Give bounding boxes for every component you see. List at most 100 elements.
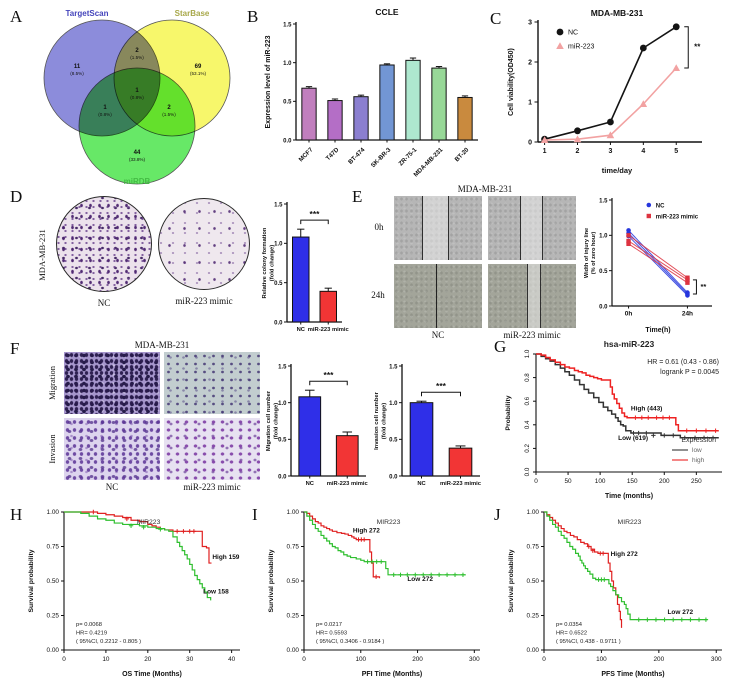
censor-mark <box>374 559 379 564</box>
stat-line: logrank P = 0.0045 <box>660 369 719 376</box>
colony-dish-nc <box>56 196 152 292</box>
significance: ** <box>701 282 707 291</box>
stat-line: HR= 0.5593 <box>316 631 347 637</box>
y-axis-label-1: Width of injury line <box>584 228 590 278</box>
y-tick-label: 0.5 <box>278 438 287 444</box>
x-tick-label: 300 <box>711 656 722 663</box>
venn-pct-starbase-only: (53.1%) <box>190 71 207 76</box>
censor-mark <box>421 572 426 577</box>
y-axis-label: Survival probability <box>508 549 515 612</box>
censor-mark <box>713 428 718 433</box>
marker-circle <box>685 293 690 298</box>
wound-0h-mimic <box>488 196 576 260</box>
y-tick-label: 0.50 <box>527 578 540 585</box>
y-axis-label: Survival probability <box>268 549 275 612</box>
legend-item-high: high <box>692 457 705 464</box>
censor-mark <box>405 572 410 577</box>
sig-bracket <box>421 391 461 397</box>
curve-label-low: Low 272 <box>407 576 433 583</box>
venn-pct-center-all: (0.8%) <box>130 95 144 100</box>
invasion-mimic-image <box>164 418 260 480</box>
sig-bracket <box>684 26 689 69</box>
x-label: BT-20 <box>454 146 471 163</box>
x-tick-label: 100 <box>355 656 366 663</box>
significance: ** <box>694 42 701 51</box>
col-label-mimic: miR-223 mimic <box>183 482 241 492</box>
venn-count-starbase-only: 69 <box>195 64 202 70</box>
y-axis-label-1: Migration cell number <box>266 390 272 451</box>
km-curve-low <box>304 511 466 576</box>
col-label-mimic: miR-223 mimic <box>503 330 561 340</box>
y-tick-label: 0.0 <box>283 138 292 144</box>
migration-nc-image <box>64 352 160 414</box>
ccle-bar-chart: 0.0 0.5 1.0 1.5 MCF7 T47D BT-474 SK-BR-3 ZR-75-1… <box>260 6 482 180</box>
censor-mark <box>644 430 649 436</box>
censor-mark <box>633 415 638 420</box>
venn-pct-targetscan-starbase: (1.5%) <box>130 55 144 60</box>
row-label-0h: 0h <box>374 222 384 232</box>
censor-mark <box>662 433 667 438</box>
marker-square <box>626 238 631 244</box>
venn-count-targetscan-mirdb: 1 <box>103 105 107 111</box>
wound-24h-mimic <box>488 264 576 328</box>
bar-miR-223 mimic <box>319 290 337 323</box>
km-j: 0.00 0.25 0.50 0.75 1.00 0 100 200 300 High 272 Lo… <box>508 509 722 678</box>
y-tick-label: 1.00 <box>287 509 300 516</box>
replicate-line-NC <box>628 235 688 296</box>
venn-count-center-all: 1 <box>135 88 139 94</box>
censor-mark <box>602 577 607 582</box>
km-g: 0.0 0.2 0.4 0.6 0.8 1.0 0 50 100 150 200 250 Low (61… <box>505 339 722 500</box>
bar-MCF7 <box>301 87 317 141</box>
censor-mark <box>174 529 180 534</box>
invasion-nc-image <box>64 418 160 480</box>
y-tick-label: 1.0 <box>524 349 531 358</box>
col-label-nc: NC <box>105 482 119 492</box>
colony-formation-images: MDA-MB-231 NC miR-223 mimic <box>26 190 258 338</box>
y-tick-label: 0.2 <box>524 444 531 453</box>
km-curve-high <box>304 511 381 579</box>
y-tick-label: 1.00 <box>527 509 540 516</box>
bar-NC <box>409 402 434 477</box>
marker-circle <box>672 23 680 31</box>
x-tick-label: 40 <box>228 656 236 663</box>
censor-mark <box>679 617 685 622</box>
stat-line: p= 0.0217 <box>316 622 342 628</box>
y-tick-label: 0.4 <box>524 420 531 429</box>
panel-label-i: I <box>252 505 258 524</box>
y-tick-label: 0.75 <box>287 544 300 551</box>
y-axis-label: Survival probability <box>28 549 35 612</box>
x-axis-label: Time (months) <box>605 493 653 500</box>
venn-svg: TargetScan StarBasemiRDB11(8.5%)2(1.5%)69… <box>43 9 231 186</box>
km-curve-low <box>544 511 708 621</box>
x-tick-label: 150 <box>627 478 638 485</box>
censor-mark <box>586 544 591 549</box>
x-tick-label: 4 <box>641 148 645 155</box>
row-label-24h: 24h <box>371 290 385 300</box>
y-tick-label: 0.5 <box>274 281 283 287</box>
censor-mark <box>361 537 367 542</box>
y-tick-label: 1.0 <box>283 61 292 67</box>
set-label-mirdb: miRDB <box>124 177 151 186</box>
stat-line: ( 95%CI, 0.3406 - 0.9184 ) <box>316 639 384 645</box>
venn-pct-mirdb-only: (33.8%) <box>129 157 146 162</box>
marker-triangle <box>639 100 648 107</box>
marker-triangle <box>606 131 615 139</box>
row-label-migration: Migration <box>47 366 57 400</box>
marker-circle <box>607 118 614 126</box>
marker-circle <box>556 28 564 36</box>
legend-miR-223: miR-223 <box>568 44 595 51</box>
censor-mark <box>645 617 650 622</box>
image-caption-mimic: miR-223 mimic <box>175 296 233 306</box>
migration-mimic-image <box>164 352 260 414</box>
bar-ZR-75-1 <box>405 59 421 141</box>
x-label: NC <box>297 327 306 333</box>
y-tick-label: 3 <box>528 20 532 27</box>
y-tick-label: 0.75 <box>47 544 60 551</box>
chart-title: MIR223 <box>137 519 161 526</box>
sig-bracket <box>692 279 697 295</box>
legend-NC: NC <box>568 30 578 37</box>
censor-mark <box>692 435 698 440</box>
marker-square <box>626 241 631 247</box>
km-plot-pfi: 0.00 0.25 0.50 0.75 1.00 0 100 200 300 High 272 Lo… <box>264 502 488 680</box>
